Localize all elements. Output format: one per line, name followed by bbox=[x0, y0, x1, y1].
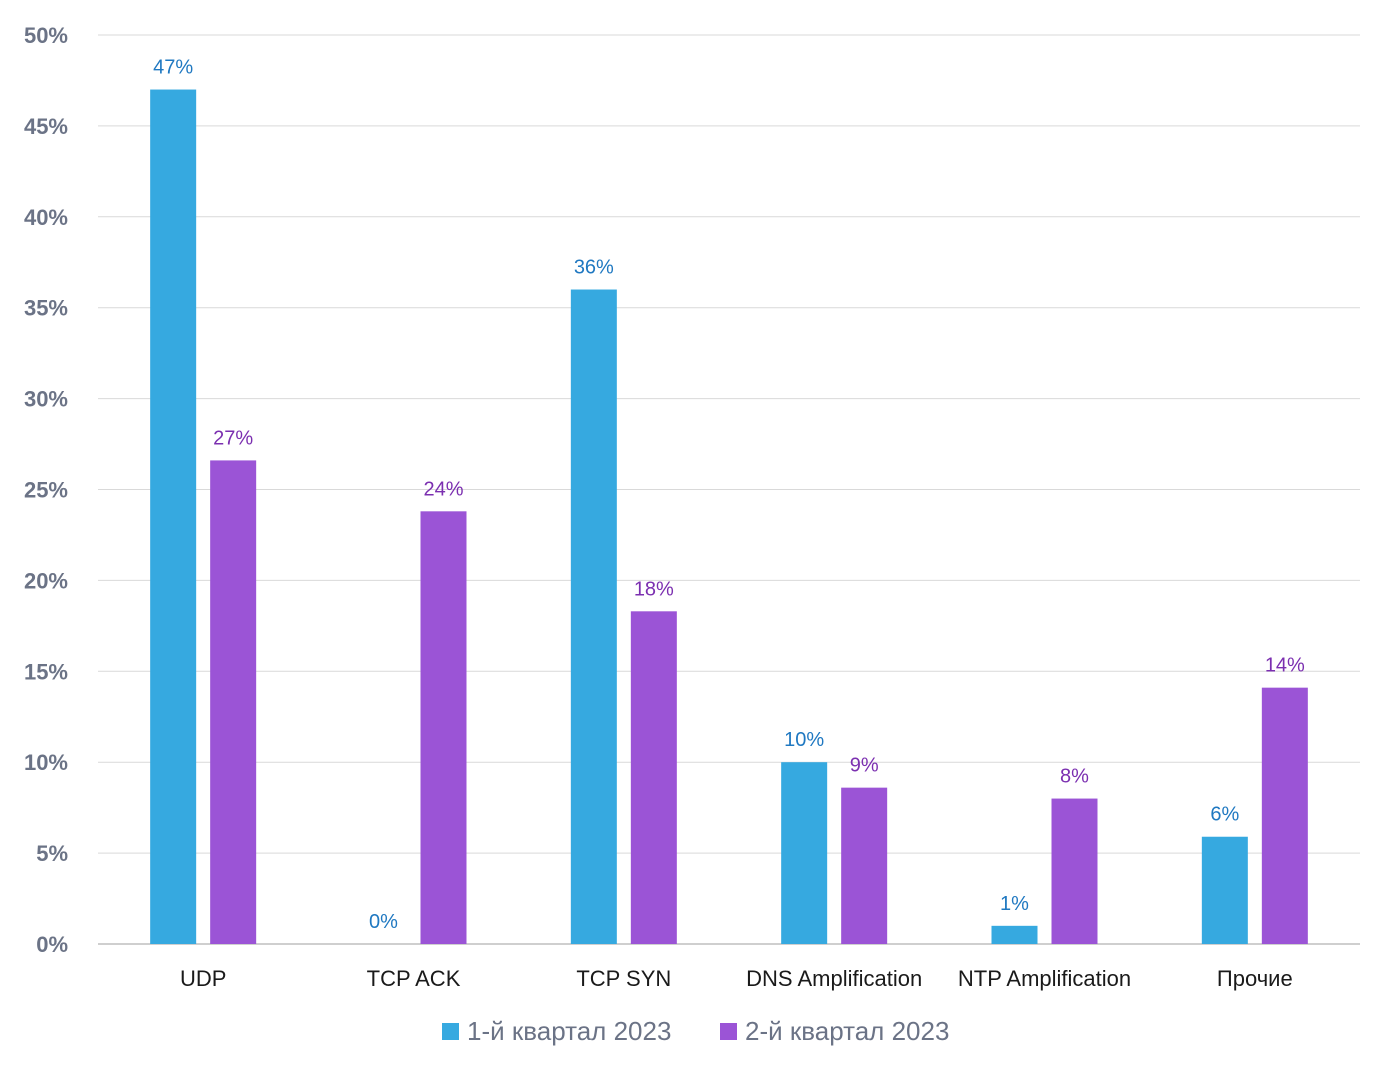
bar bbox=[841, 787, 888, 944]
gridlines bbox=[98, 34, 1360, 945]
y-tick-label: 45% bbox=[24, 114, 68, 139]
bar bbox=[150, 89, 197, 945]
data-label: 18% bbox=[634, 578, 674, 600]
legend-item[interactable]: 2-й квартал 2023 bbox=[720, 1016, 949, 1046]
y-tick-label: 40% bbox=[24, 205, 68, 230]
legend-label: 2-й квартал 2023 bbox=[745, 1016, 949, 1046]
x-tick-label: UDP bbox=[180, 966, 226, 991]
data-label: 1% bbox=[1000, 893, 1029, 915]
x-axis-tick-labels: UDP TCP ACK TCP SYN DNS Amplification NTP Am… bbox=[180, 966, 1293, 991]
y-tick-label: 5% bbox=[36, 841, 68, 866]
bar bbox=[1261, 687, 1308, 944]
bars bbox=[150, 89, 1308, 945]
data-label: 14% bbox=[1265, 655, 1305, 677]
x-tick-label: TCP SYN bbox=[576, 966, 671, 991]
data-labels: 47% 27% 0% 24% 36% 18% 10% 9% 1% 8% 6% 14% bbox=[153, 57, 1305, 933]
legend-label: 1-й квартал 2023 bbox=[467, 1016, 671, 1046]
bar bbox=[630, 611, 677, 944]
legend-item[interactable]: 1-й квартал 2023 bbox=[442, 1016, 671, 1046]
y-axis-tick-labels: 0% 5% 10% 15% 20% 25% 30% 35% 40% 45% 50% bbox=[24, 23, 68, 957]
data-label: 24% bbox=[423, 478, 463, 500]
x-tick-label: DNS Amplification bbox=[746, 966, 922, 991]
y-tick-label: 35% bbox=[24, 296, 68, 321]
data-label: 47% bbox=[153, 57, 193, 79]
y-tick-label: 10% bbox=[24, 750, 68, 775]
y-tick-label: 30% bbox=[24, 387, 68, 412]
data-label: 0% bbox=[369, 911, 398, 933]
y-tick-label: 0% bbox=[36, 932, 68, 957]
legend-swatch bbox=[720, 1023, 737, 1040]
legend-swatch bbox=[442, 1023, 459, 1040]
data-label: 10% bbox=[784, 729, 824, 751]
x-tick-label: NTP Amplification bbox=[958, 966, 1131, 991]
bar bbox=[210, 460, 257, 944]
bar bbox=[1201, 836, 1248, 944]
bar bbox=[991, 925, 1038, 944]
legend[interactable]: 1-й квартал 2023 2-й квартал 2023 bbox=[442, 1016, 949, 1046]
y-tick-label: 25% bbox=[24, 478, 68, 503]
data-label: 6% bbox=[1210, 804, 1239, 826]
bar bbox=[781, 762, 828, 944]
data-label: 8% bbox=[1060, 766, 1089, 788]
x-tick-label: Прочие bbox=[1217, 966, 1293, 991]
bar bbox=[570, 289, 617, 944]
y-tick-label: 50% bbox=[24, 23, 68, 48]
y-tick-label: 20% bbox=[24, 568, 68, 593]
bar bbox=[1051, 798, 1098, 944]
bar bbox=[420, 511, 467, 944]
y-tick-label: 15% bbox=[24, 659, 68, 684]
data-label: 36% bbox=[574, 257, 614, 279]
data-label: 27% bbox=[213, 427, 253, 449]
data-label: 9% bbox=[850, 755, 879, 777]
x-tick-label: TCP ACK bbox=[367, 966, 461, 991]
